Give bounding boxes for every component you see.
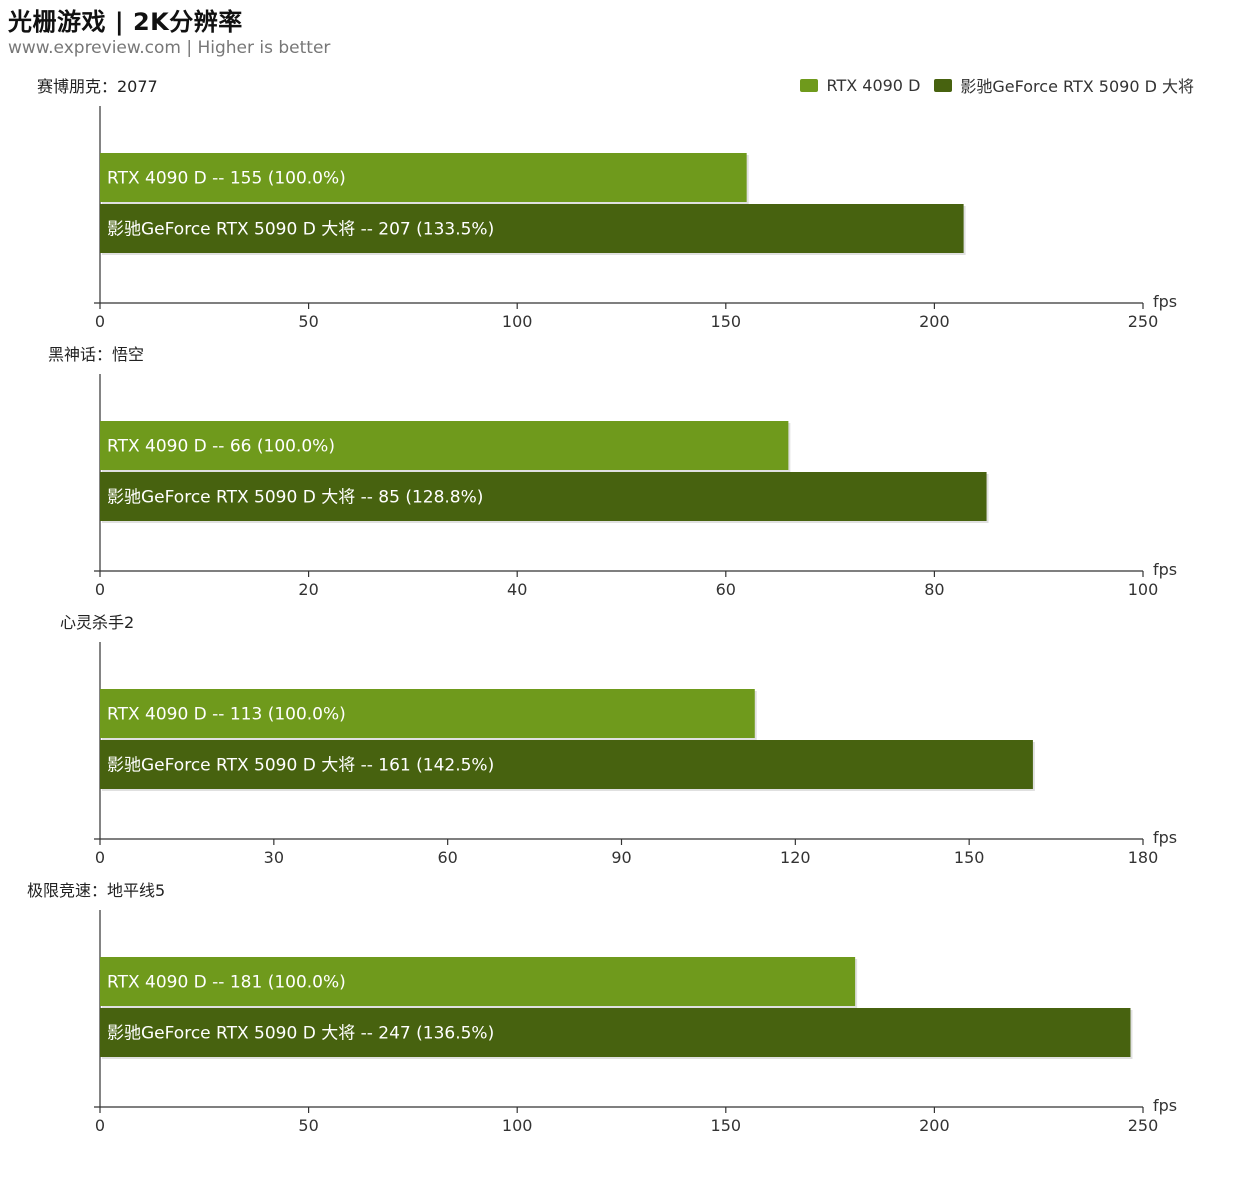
x-tick-label-2-2: 60 bbox=[437, 848, 457, 867]
legend-item-series-b[interactable]: 影驰GeForce RTX 5090 D 大将 bbox=[934, 73, 1194, 97]
page-title: 光栅游戏 | 2K分辨率 bbox=[8, 8, 243, 36]
chart-title-3: 极限竞速：地平线5 bbox=[27, 881, 165, 900]
x-tick-label-2-3: 90 bbox=[611, 848, 631, 867]
bar-1-1 bbox=[100, 472, 987, 521]
x-tick-label-1-4: 80 bbox=[924, 580, 944, 599]
x-tick-label-2-1: 30 bbox=[264, 848, 284, 867]
x-tick-label-1-1: 20 bbox=[298, 580, 318, 599]
bar-label-2-1: 影驰GeForce RTX 5090 D 大将 -- 161 (142.5%) bbox=[107, 756, 494, 776]
x-tick-label-2-5: 150 bbox=[954, 848, 985, 867]
x-unit-label-1: fps bbox=[1153, 560, 1177, 579]
legend-swatch-series-a bbox=[800, 78, 819, 92]
bar-0-0 bbox=[100, 153, 747, 202]
legend-label-series-a: RTX 4090 D bbox=[826, 75, 921, 95]
legend-item-series-a[interactable]: RTX 4090 D bbox=[800, 76, 920, 95]
x-tick-label-1-5: 100 bbox=[1128, 580, 1159, 599]
bar-0-1 bbox=[100, 204, 964, 253]
x-tick-label-0-2: 100 bbox=[502, 312, 533, 331]
bar-label-3-0: RTX 4090 D -- 181 (100.0%) bbox=[107, 973, 346, 993]
x-tick-label-1-0: 0 bbox=[95, 580, 105, 599]
bar-label-0-1: 影驰GeForce RTX 5090 D 大将 -- 207 (133.5%) bbox=[107, 220, 494, 240]
bar-label-3-1: 影驰GeForce RTX 5090 D 大将 -- 247 (136.5%) bbox=[107, 1024, 494, 1044]
bar-2-1 bbox=[100, 740, 1033, 789]
x-tick-label-0-0: 0 bbox=[95, 312, 105, 331]
bar-1-0 bbox=[100, 421, 789, 470]
x-tick-label-1-3: 60 bbox=[716, 580, 736, 599]
x-tick-label-3-2: 100 bbox=[502, 1116, 533, 1135]
chart-legend: RTX 4090 D 影驰GeForce RTX 5090 D 大将 bbox=[800, 73, 1194, 97]
bar-label-1-1: 影驰GeForce RTX 5090 D 大将 -- 85 (128.8%) bbox=[107, 488, 483, 508]
x-tick-label-3-5: 250 bbox=[1128, 1116, 1159, 1135]
bar-label-2-0: RTX 4090 D -- 113 (100.0%) bbox=[107, 705, 346, 725]
chart-title-0: 赛博朋克：2077 bbox=[37, 77, 158, 96]
x-tick-label-0-5: 250 bbox=[1128, 312, 1159, 331]
x-tick-label-3-3: 150 bbox=[711, 1116, 742, 1135]
bar-3-1 bbox=[100, 1008, 1131, 1057]
chart-title-1: 黑神话：悟空 bbox=[48, 345, 144, 364]
page-subtitle: www.expreview.com | Higher is better bbox=[8, 38, 331, 58]
bar-3-0 bbox=[100, 957, 856, 1006]
bar-label-0-0: RTX 4090 D -- 155 (100.0%) bbox=[107, 169, 346, 189]
x-tick-label-3-0: 0 bbox=[95, 1116, 105, 1135]
x-tick-label-2-0: 0 bbox=[95, 848, 105, 867]
bar-label-1-0: RTX 4090 D -- 66 (100.0%) bbox=[107, 437, 335, 457]
chart-title-2: 心灵杀手2 bbox=[60, 613, 134, 632]
x-tick-label-0-4: 200 bbox=[919, 312, 950, 331]
x-tick-label-0-3: 150 bbox=[711, 312, 742, 331]
x-tick-label-3-4: 200 bbox=[919, 1116, 950, 1135]
x-unit-label-0: fps bbox=[1153, 292, 1177, 311]
x-tick-label-3-1: 50 bbox=[298, 1116, 318, 1135]
x-tick-label-1-2: 40 bbox=[507, 580, 527, 599]
legend-label-series-b: 影驰GeForce RTX 5090 D 大将 bbox=[960, 77, 1194, 96]
x-unit-label-3: fps bbox=[1153, 1096, 1177, 1115]
x-unit-label-2: fps bbox=[1153, 828, 1177, 847]
x-tick-label-2-6: 180 bbox=[1128, 848, 1159, 867]
x-tick-label-0-1: 50 bbox=[298, 312, 318, 331]
x-tick-label-2-4: 120 bbox=[780, 848, 811, 867]
legend-swatch-series-b bbox=[934, 78, 953, 92]
bar-2-0 bbox=[100, 689, 755, 738]
